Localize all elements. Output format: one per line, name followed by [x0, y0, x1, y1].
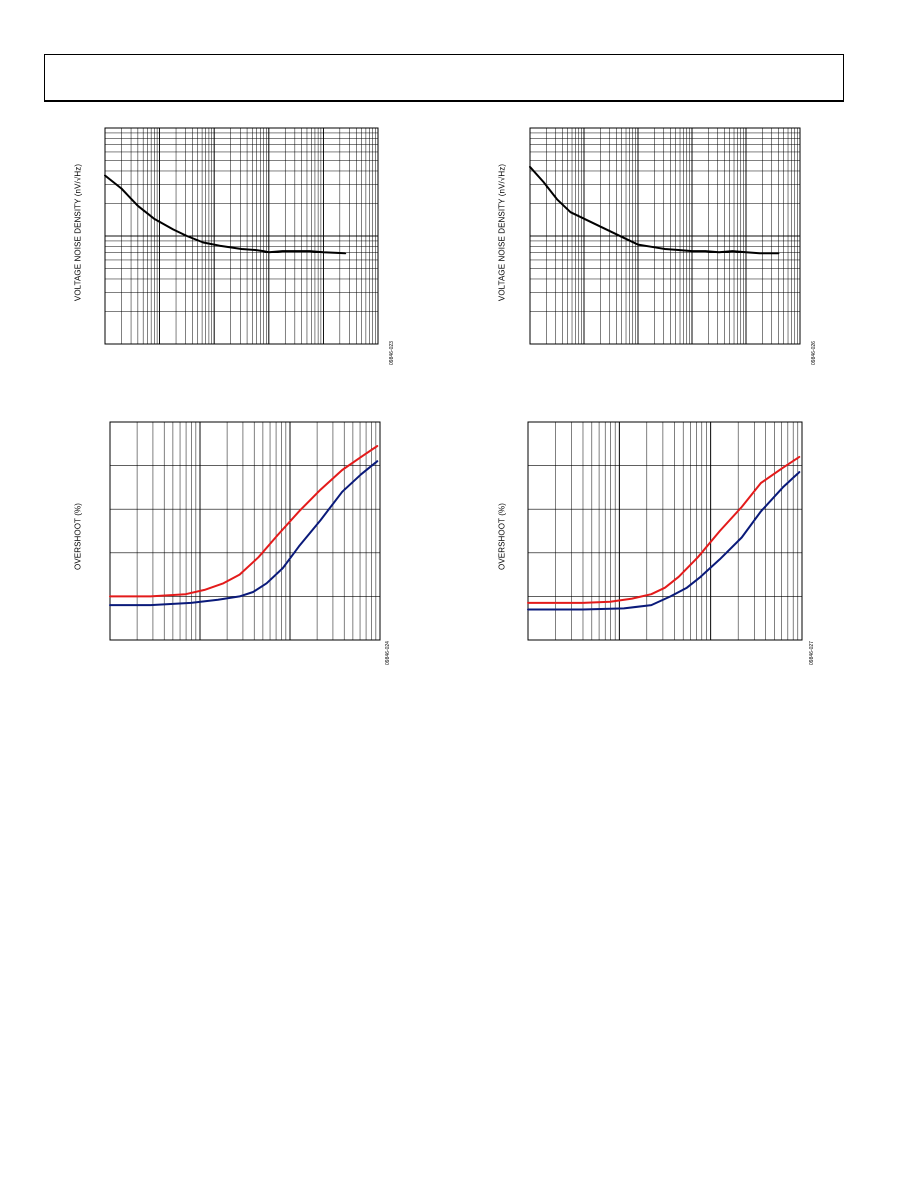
series-line-1: [527, 471, 801, 611]
chart-panel-voltage-noise-2: VOLTAGE NOISE DENSITY (nV/√Hz) 09846-026: [490, 120, 830, 380]
series-line-0: [104, 174, 347, 255]
chart-svg: [529, 127, 801, 345]
figure-code: 09846-027: [809, 641, 815, 665]
page-header-frame: [44, 54, 844, 102]
chart-svg: [104, 127, 379, 345]
series-line-0: [529, 165, 780, 255]
plot-frame: [527, 421, 803, 641]
chart-svg: [109, 421, 381, 641]
figure-code: 09846-026: [811, 341, 817, 365]
chart-panel-overshoot-1: OVERSHOOT (%) 09846-024: [68, 410, 408, 680]
chart-panel-overshoot-2: OVERSHOOT (%) 09846-027: [490, 410, 830, 680]
series-line-1: [109, 460, 379, 607]
chart-panel-voltage-noise-1: VOLTAGE NOISE DENSITY (nV/√Hz) 09846-023: [68, 120, 408, 380]
series-line-0: [109, 445, 379, 598]
chart-svg: [527, 421, 803, 641]
figure-code: 09846-024: [385, 641, 391, 665]
plot-frame: [109, 421, 381, 641]
series-line-0: [527, 455, 801, 604]
figure-code: 09846-023: [389, 341, 395, 365]
